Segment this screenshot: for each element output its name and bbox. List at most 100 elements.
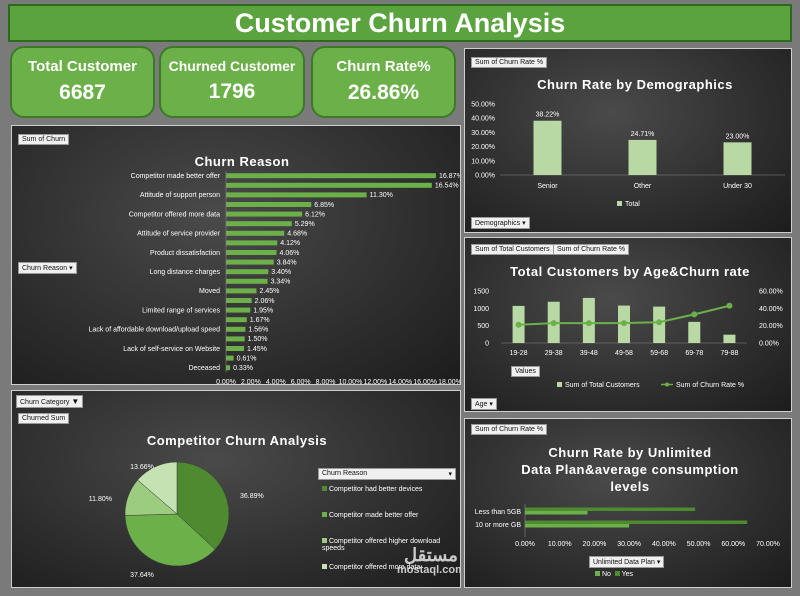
line-point	[691, 311, 698, 318]
data-label: 6.85%	[314, 202, 334, 209]
data-label: 37.64%	[130, 572, 154, 579]
legend-label: Total	[625, 201, 640, 208]
unlimited-legend: No Yes	[595, 571, 633, 578]
kpi-churned-customer: Churned Customer 1796	[159, 46, 305, 118]
x-tick-label: 50.00%	[687, 541, 711, 548]
legend-label-no: No	[601, 571, 611, 578]
x-tick-label: 60.00%	[721, 541, 745, 548]
data-label: 1.95%	[253, 307, 273, 314]
legend-swatch	[617, 201, 622, 206]
data-label: 2.45%	[259, 288, 279, 295]
y2-tick-label: 40.00%	[759, 306, 783, 313]
chip-label: Churn Category	[20, 399, 70, 406]
category-label: Long distance charges	[150, 269, 221, 276]
sum-churn-rate-chip[interactable]: Sum of Churn Rate %	[553, 244, 630, 255]
unlimited-field-chip[interactable]: Unlimited Data Plan ▾	[589, 556, 665, 568]
bar-yes	[525, 520, 748, 524]
bar	[226, 173, 436, 179]
bar	[723, 142, 752, 175]
bar	[688, 321, 701, 343]
chip-label: Age	[475, 401, 488, 408]
bar	[226, 288, 257, 294]
data-label: 16.87%	[439, 173, 461, 180]
competitor-legend: Competitor had better devices Competitor…	[322, 486, 460, 571]
data-label: 1.50%	[248, 336, 268, 343]
y-tick-label: 30.00%	[471, 130, 495, 137]
data-label: 23.00%	[726, 133, 750, 140]
kpi-total-customer: Total Customer 6687	[10, 46, 155, 118]
age-field-chip[interactable]: Age ▾	[471, 398, 497, 410]
data-label: 4.06%	[280, 250, 300, 257]
data-label: 36.89%	[240, 493, 264, 500]
data-label: 11.30%	[370, 192, 393, 199]
bar	[226, 259, 274, 265]
pie-slice	[124, 513, 216, 567]
sum-of-churn-chip[interactable]: Sum of Churn	[18, 134, 70, 145]
bar	[226, 221, 292, 227]
x-tick-label: 0.00%	[216, 379, 236, 385]
category-label: Competitor made better offer	[131, 173, 221, 180]
sum-of-churn-rate-chip[interactable]: Sum of Churn Rate %	[471, 424, 548, 435]
category-label: Attitude of service provider	[137, 231, 221, 238]
chart-title: Churn Rate by Demographics	[537, 77, 733, 92]
chip-label: Churn Reason	[22, 265, 68, 272]
y-tick-label: 1500	[473, 289, 489, 296]
data-label: 11.80%	[89, 496, 112, 503]
pie-slice	[137, 461, 178, 515]
x-tick-label: 14.00%	[388, 379, 412, 385]
category-label: 49-58	[615, 350, 633, 357]
line-point	[550, 320, 557, 327]
kpi-churn-rate: Churn Rate% 26.86%	[311, 46, 456, 118]
title-line: Churn Rate by Unlimited	[548, 445, 712, 460]
bar	[226, 365, 231, 371]
category-label: Product dissatisfaction	[150, 250, 220, 257]
legend-swatch-yes	[614, 571, 620, 576]
churn-category-chip[interactable]: Churn Category ▼	[16, 395, 84, 408]
legend-swatch	[322, 564, 327, 569]
demographics-field-chip[interactable]: Demographics ▾	[471, 217, 530, 229]
x-tick-label: 0.00%	[515, 541, 535, 548]
x-tick-label: 18.00%	[438, 379, 461, 385]
x-tick-label: 2.00%	[241, 379, 261, 385]
pie-slice	[176, 461, 230, 550]
bar	[533, 120, 562, 175]
line-point	[585, 320, 592, 327]
chart-title: Churn Rate by Unlimited Data Plan&averag…	[495, 444, 765, 495]
data-label: 5.29%	[295, 221, 315, 228]
age-chart: 0 500 1000 1500 0.00% 20.00% 40.00% 60.00% 19-28…	[473, 289, 783, 390]
y2-tick-label: 60.00%	[759, 289, 783, 296]
churned-sum-chip[interactable]: Churned Sum	[18, 413, 70, 424]
category-label: 39-48	[580, 350, 598, 357]
chevron-down-icon: ▾	[69, 265, 73, 272]
kpi-label: Churn Rate%	[336, 58, 431, 75]
values-chip[interactable]: Values	[511, 366, 540, 377]
x-tick-label: 70.00%	[756, 541, 780, 548]
category-label: 59-68	[650, 350, 668, 357]
data-label: 1.67%	[250, 317, 270, 324]
churn-reason-chart: 16.87% Competitor made better offer 16.54%…	[89, 171, 461, 385]
title-line: levels	[610, 479, 650, 494]
legend-swatch	[322, 512, 327, 517]
chevron-down-icon: ▾	[448, 471, 452, 478]
y-tick-label: 0	[485, 341, 489, 348]
legend-label: Competitor made better offer	[328, 512, 419, 519]
data-label: 3.34%	[271, 279, 291, 286]
category-label: Limited range of services	[142, 307, 220, 314]
bar-no	[525, 511, 588, 515]
category-label: Competitor offered more data	[129, 211, 220, 218]
x-tick-label: 10.00%	[339, 379, 363, 385]
data-label: 2.06%	[255, 298, 275, 305]
mostaql-watermark: مستقل mostaql.com	[397, 546, 460, 576]
churn-reason-field-chip[interactable]: Churn Reason ▾	[18, 262, 77, 274]
y2-tick-label: 0.00%	[759, 341, 779, 348]
demographics-panel: Sum of Churn Rate % Demographics ▾ Churn…	[464, 48, 792, 233]
legend-label: Competitor had better devices	[328, 486, 423, 493]
y-tick-label: 40.00%	[471, 116, 495, 123]
sum-of-churn-rate-chip[interactable]: Sum of Churn Rate %	[471, 57, 548, 68]
filter-icon: ▼	[71, 397, 80, 406]
churn-reason-legend-chip[interactable]: Churn Reason ▾	[318, 468, 456, 480]
chip-label: Demographics	[475, 220, 521, 227]
bar	[226, 182, 432, 188]
unlimited-chart: Less than 5GB 10 or more GB 0.00% 10.00% 20.…	[475, 504, 780, 548]
category-label: 29-38	[545, 350, 563, 357]
